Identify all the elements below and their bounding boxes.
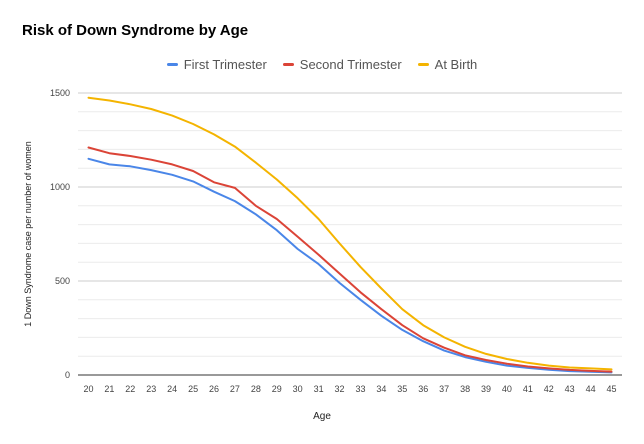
x-tick-label: 39 — [481, 384, 491, 394]
y-tick-label: 500 — [55, 276, 70, 286]
x-tick-label: 31 — [314, 384, 324, 394]
x-tick-label: 25 — [188, 384, 198, 394]
x-tick-label: 35 — [397, 384, 407, 394]
x-tick-label: 38 — [460, 384, 470, 394]
x-tick-label: 44 — [586, 384, 596, 394]
x-tick-label: 23 — [146, 384, 156, 394]
y-tick-label: 1500 — [50, 88, 70, 98]
series-line-second-trimester — [87, 146, 613, 373]
x-tick-label: 29 — [272, 384, 282, 394]
legend-swatch-first-trimester — [166, 63, 178, 66]
x-tick-label: 32 — [335, 384, 345, 394]
x-tick-label: 40 — [502, 384, 512, 394]
x-tick-label: 21 — [104, 384, 114, 394]
y-tick-label: 0 — [65, 370, 70, 380]
x-tick-label: 26 — [209, 384, 219, 394]
legend-item-first-trimester[interactable]: First Trimester — [166, 57, 267, 72]
x-tick-label: 36 — [418, 384, 428, 394]
legend-label-second-trimester: Second Trimester — [299, 57, 402, 72]
legend-item-at-birth[interactable]: At Birth — [417, 57, 478, 72]
x-tick-label: 37 — [439, 384, 449, 394]
series-line-first-trimester — [87, 157, 613, 374]
x-tick-label: 45 — [607, 384, 617, 394]
legend-item-second-trimester[interactable]: Second Trimester — [282, 57, 402, 72]
x-tick-label: 43 — [565, 384, 575, 394]
legend-swatch-at-birth — [417, 63, 429, 66]
x-tick-label: 28 — [251, 384, 261, 394]
legend-swatch-second-trimester — [282, 63, 294, 66]
y-tick-label: 1000 — [50, 182, 70, 192]
x-tick-label: 20 — [83, 384, 93, 394]
legend-label-at-birth: At Birth — [434, 57, 478, 72]
x-tick-label: 22 — [125, 384, 135, 394]
y-axis-title: 1 Down Syndrome case per number of women — [22, 141, 33, 327]
x-tick-label: 33 — [355, 384, 365, 394]
x-tick-label: 42 — [544, 384, 554, 394]
x-tick-label: 34 — [376, 384, 386, 394]
x-tick-label: 30 — [293, 384, 303, 394]
x-tick-label: 24 — [167, 384, 177, 394]
legend-label-first-trimester: First Trimester — [183, 57, 267, 72]
chart-title: Risk of Down Syndrome by Age — [22, 22, 249, 39]
x-axis-title: Age — [313, 411, 331, 422]
legend: First Trimester Second Trimester At Birt… — [0, 57, 644, 72]
series-line-at-birth — [87, 96, 613, 371]
x-tick-label: 41 — [523, 384, 533, 394]
x-tick-label: 27 — [230, 384, 240, 394]
